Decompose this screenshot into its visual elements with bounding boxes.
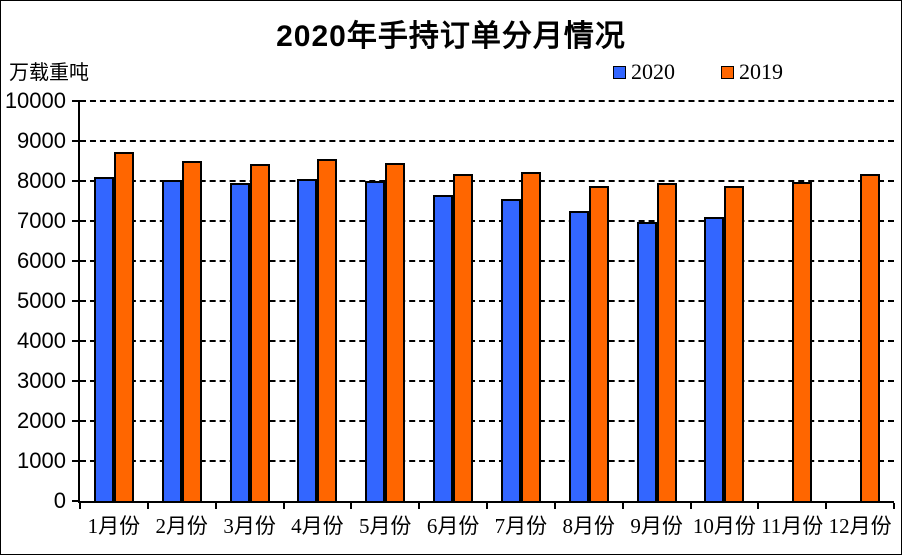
x-axis-label-12月份: 12月份 xyxy=(828,514,892,538)
y-tick-label: 9000 xyxy=(17,128,66,153)
x-tick xyxy=(486,503,488,509)
y-tick-label: 0 xyxy=(53,488,66,513)
gridline-4000 xyxy=(80,340,894,342)
y-axis-unit-label: 万载重吨 xyxy=(9,62,89,84)
y-tick-label: 7000 xyxy=(17,208,66,233)
x-axis-label-5月份: 5月份 xyxy=(358,514,412,538)
y-tick xyxy=(72,340,80,342)
bar-2020-8月份 xyxy=(568,211,589,503)
legend-label: 2019 xyxy=(739,59,783,84)
x-axis-label-6月份: 6月份 xyxy=(426,514,480,538)
y-tick-label: 10000 xyxy=(4,88,66,113)
x-axis-label-7月份: 7月份 xyxy=(494,514,548,538)
bar-2019-12月份 xyxy=(860,174,881,503)
y-tick-label: 2000 xyxy=(17,408,66,433)
y-tick xyxy=(72,220,80,222)
x-axis-label-9月份: 9月份 xyxy=(630,514,683,538)
legend-entry-2020: 2020 xyxy=(613,61,675,83)
y-tick-label: 3000 xyxy=(17,368,66,393)
bar-2020-9月份 xyxy=(636,221,657,503)
gridline-10000 xyxy=(80,100,894,102)
x-axis-label-3月份: 3月份 xyxy=(223,514,276,538)
x-tick xyxy=(79,503,81,509)
x-tick xyxy=(621,503,624,509)
y-tick xyxy=(72,180,80,182)
y-tick xyxy=(72,140,80,142)
x-tick xyxy=(350,503,353,509)
y-tick xyxy=(72,460,80,462)
gridline-6000 xyxy=(80,260,894,262)
legend-entry-2019: 2019 xyxy=(721,61,783,83)
bar-2019-2月份 xyxy=(181,160,202,503)
y-tick xyxy=(72,500,80,502)
x-axis-label-1月份: 1月份 xyxy=(87,514,141,538)
bar-2020-3月份 xyxy=(229,183,250,503)
y-tick xyxy=(72,260,80,262)
gridline-3000 xyxy=(80,380,894,382)
bar-2020-5月份 xyxy=(365,181,386,503)
x-tick xyxy=(689,503,692,509)
gridline-7000 xyxy=(80,220,894,222)
bar-2020-1月份 xyxy=(93,177,114,503)
bar-2020-2月份 xyxy=(161,179,182,503)
x-tick xyxy=(214,503,217,509)
y-tick-label: 6000 xyxy=(17,248,66,273)
bar-2019-6月份 xyxy=(453,173,474,503)
bar-2019-1月份 xyxy=(113,152,134,503)
bar-2019-9月份 xyxy=(656,183,677,503)
x-axis-line xyxy=(78,501,894,503)
bar-2020-4月份 xyxy=(297,179,318,503)
bar-2019-7月份 xyxy=(520,172,541,503)
y-tick xyxy=(72,420,80,422)
y-tick xyxy=(72,300,80,302)
x-axis-label-8月份: 8月份 xyxy=(562,514,615,538)
y-tick-label: 4000 xyxy=(17,328,66,353)
legend-swatch-icon xyxy=(721,65,734,79)
bar-2019-5月份 xyxy=(385,163,406,503)
x-axis-label-4月份: 4月份 xyxy=(291,514,344,538)
gridline-8000 xyxy=(80,180,894,182)
bar-2019-8月份 xyxy=(588,185,609,503)
x-tick xyxy=(282,503,285,509)
bar-2019-10月份 xyxy=(724,186,745,503)
x-tick xyxy=(893,503,895,509)
gridline-1000 xyxy=(80,460,894,462)
x-tick xyxy=(146,503,149,509)
y-tick xyxy=(72,100,80,102)
bar-2020-6月份 xyxy=(433,195,454,503)
x-axis-label-2月份: 2月份 xyxy=(155,514,208,538)
bar-2020-10月份 xyxy=(704,217,725,503)
bar-2020-7月份 xyxy=(500,199,521,503)
y-tick-label: 1000 xyxy=(17,448,66,473)
gridline-2000 xyxy=(80,420,894,422)
x-tick xyxy=(553,503,556,509)
y-tick-label: 8000 xyxy=(17,168,66,193)
chart-title: 2020年手持订单分月情况 xyxy=(276,20,626,53)
legend: 2020 2019 xyxy=(613,61,783,83)
bar-2019-11月份 xyxy=(792,181,813,503)
x-tick xyxy=(757,503,760,509)
x-axis-label-10月份: 10月份 xyxy=(692,514,756,538)
gridline-5000 xyxy=(80,300,894,302)
y-axis-line xyxy=(78,100,80,503)
legend-label: 2020 xyxy=(631,59,675,84)
bar-2019-4月份 xyxy=(317,158,338,503)
y-tick-label: 5000 xyxy=(17,288,66,313)
x-axis-label-11月份: 11月份 xyxy=(761,514,824,538)
bar-2019-3月份 xyxy=(249,163,270,503)
y-tick xyxy=(72,380,80,382)
x-tick xyxy=(825,503,828,509)
x-tick xyxy=(418,503,421,509)
legend-swatch-icon xyxy=(613,65,626,79)
gridline-9000 xyxy=(80,140,894,142)
